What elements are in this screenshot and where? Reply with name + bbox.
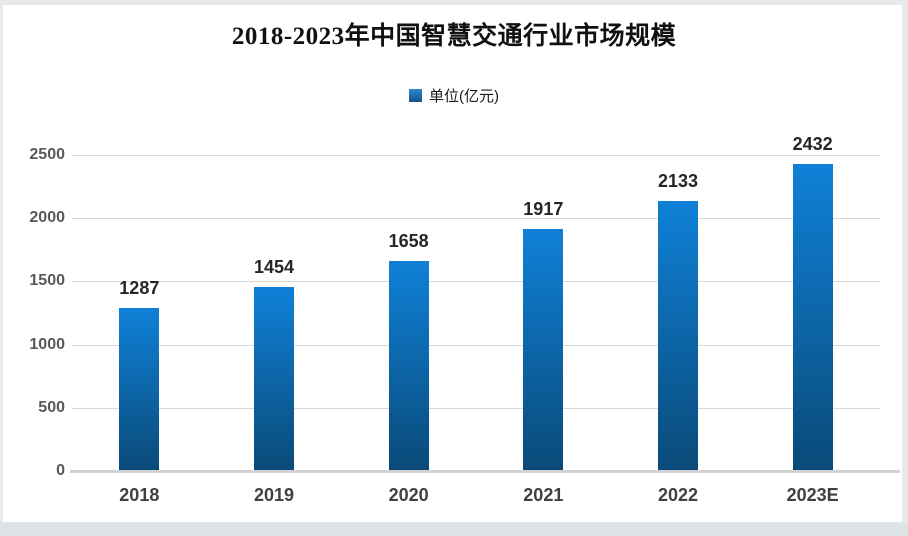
y-axis-tick-label: 2500 <box>29 146 65 163</box>
x-axis-tick-label: 2021 <box>523 485 564 505</box>
bar-value-label: 1287 <box>119 278 160 298</box>
gridline <box>72 344 880 346</box>
y-axis-tick-label: 0 <box>56 462 65 479</box>
bar-2018 <box>119 308 160 471</box>
bar-2021 <box>523 229 564 471</box>
bar-value-label: 1454 <box>253 257 295 277</box>
x-axis-tick-label: 2020 <box>388 485 429 505</box>
gridline <box>72 218 880 220</box>
chart-title: 2018-2023年中国智慧交通行业市场规模 <box>231 23 677 50</box>
bar-2019 <box>254 287 294 471</box>
bar-value-label: 2432 <box>792 134 833 154</box>
bar-2023E <box>792 164 833 471</box>
bar-2022 <box>658 201 698 471</box>
bar-2020 <box>388 261 429 471</box>
gridline <box>72 407 880 409</box>
legend-swatch-icon <box>409 89 422 102</box>
x-axis-tick-label: 2018 <box>119 485 160 505</box>
plot-area: 1287 2018 1454 2019 1658 2020 1917 2021 2133 2022… <box>72 134 880 505</box>
bar-value-label: 1658 <box>388 231 429 251</box>
gridline <box>72 281 880 283</box>
x-axis-line <box>70 470 900 473</box>
x-axis-tick-label: 2023E <box>786 485 839 505</box>
legend-label: 单位(亿元) <box>429 88 499 105</box>
y-axis-tick-label: 1500 <box>29 272 65 290</box>
legend: 单位(亿元) <box>0 85 908 106</box>
y-axis-labels: 0 500 1000 1500 2000 2500 <box>18 147 65 479</box>
gridline <box>72 155 880 156</box>
bottom-edge-strip <box>0 522 908 536</box>
y-axis-tick-label: 2000 <box>29 209 65 227</box>
y-axis-tick-label: 1000 <box>29 335 65 353</box>
x-axis-tick-label: 2019 <box>253 485 295 505</box>
y-axis-tick-label: 500 <box>38 398 65 416</box>
bar-value-label: 1917 <box>523 199 564 219</box>
x-axis-tick-label: 2022 <box>657 485 699 505</box>
bar-value-label: 2133 <box>657 171 699 191</box>
